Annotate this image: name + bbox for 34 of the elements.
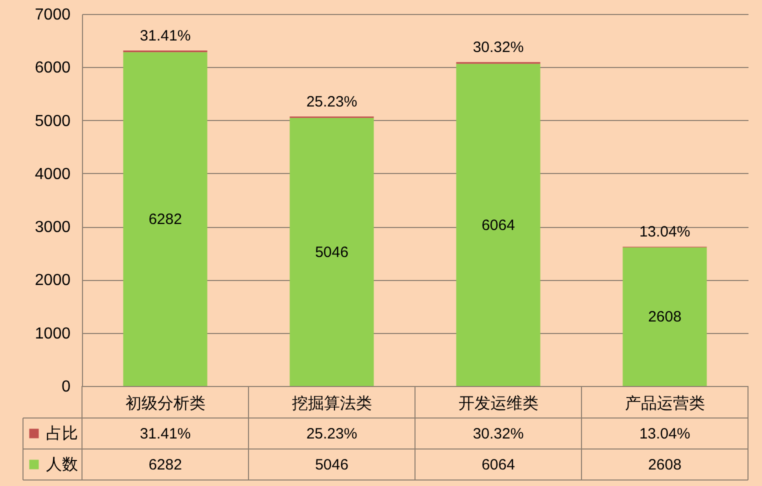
- text: 5046: [315, 244, 348, 261]
- text: 25.23%: [306, 94, 358, 110]
- data-label: 31.41%: [140, 426, 191, 442]
- y-tick-label: 0: [62, 378, 71, 396]
- text: 31.41%: [140, 27, 191, 44]
- y-tick-label: 3000: [34, 219, 71, 236]
- data-label: 13.04%: [639, 426, 690, 442]
- x-tick-label: 初级分析类: [125, 394, 206, 412]
- bar: [456, 64, 540, 386]
- x-tick-label: 挖掘算法类: [292, 394, 372, 412]
- y-tick-label: 4000: [34, 166, 71, 183]
- y-tick-label: 5000: [34, 112, 71, 130]
- x-tick-label: 产品运营类: [624, 394, 705, 412]
- y-tick-label: 7000: [34, 6, 71, 24]
- bar: [123, 52, 208, 386]
- text: 6282: [148, 211, 182, 228]
- y-tick-label: 2000: [34, 272, 71, 290]
- data-label: 6282: [148, 456, 182, 474]
- text: 13.04%: [639, 224, 690, 241]
- text: 2608: [648, 308, 682, 326]
- data-label: 2608: [648, 456, 682, 474]
- y-tick-label: 1000: [34, 325, 71, 342]
- bar: [622, 247, 707, 386]
- data-label: 6064: [482, 456, 515, 474]
- data-label: 25.23%: [306, 426, 358, 442]
- legend-label: 人数: [46, 456, 78, 474]
- legend-label: 占比: [46, 424, 78, 442]
- y-tick-label: 6000: [34, 60, 71, 77]
- bar: [290, 118, 374, 386]
- data-label: 30.32%: [472, 426, 524, 442]
- data-label: 5046: [315, 456, 348, 474]
- text: 6064: [482, 216, 515, 234]
- text: 30.32%: [472, 39, 524, 56]
- x-tick-label: 开发运维类: [458, 394, 538, 412]
